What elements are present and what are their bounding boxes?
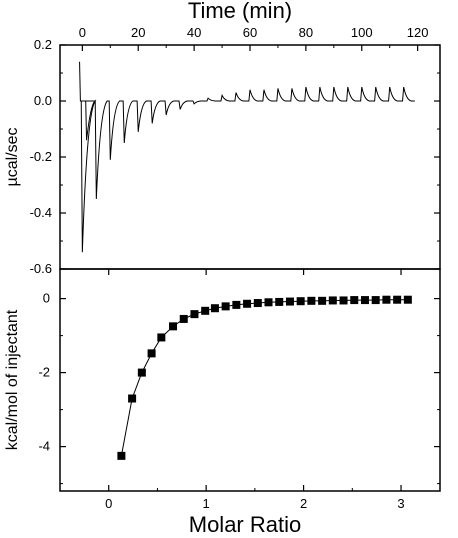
top-y-tick-label: -0.2 [30,149,52,164]
top-x-tick-label: 20 [131,25,145,40]
binding-data-point [210,304,219,313]
binding-data-point [371,296,380,305]
bottom-x-axis-title: Molar Ratio [189,512,301,537]
top-panel-frame [59,44,441,270]
top-y-tick-label: -0.6 [30,261,52,276]
binding-data-point [147,349,156,358]
top-y-axis-title: µcal/sec [4,127,21,186]
binding-data-point [296,297,305,306]
binding-data-point [128,394,137,403]
binding-data-point [382,295,391,304]
top-x-tick-label: 40 [187,25,201,40]
binding-data-point [318,296,327,305]
binding-data-point [339,296,348,305]
binding-data-point [285,297,294,306]
top-x-tick-label: 80 [299,25,313,40]
bottom-panel-frame [59,268,441,492]
binding-data-point [243,299,252,308]
binding-fit-line [120,299,408,456]
binding-data-point [403,295,412,304]
binding-data-point [350,296,359,305]
bottom-x-tick-label: 1 [203,496,210,511]
bottom-x-tick-label: 0 [105,496,112,511]
thermogram-trace [79,61,415,253]
top-y-tick-label: 0.2 [34,37,52,52]
binding-data-point [190,310,199,319]
binding-data-point [201,306,210,315]
binding-data-point [275,297,284,306]
top-x-axis-title: Time (min) [188,0,292,23]
binding-data-point [232,300,241,309]
top-panel-ticks: 0 20 40 60 80 100 120 -0.6 -0.4 -0.2 0.0 0.2 [30,25,440,276]
top-x-tick-label: 60 [243,25,257,40]
bottom-y-tick-label: -2 [38,365,50,380]
binding-data-point [328,296,337,305]
binding-data-point [253,299,262,308]
binding-data-point [137,368,146,377]
top-x-tick-label: 0 [79,25,86,40]
binding-data-point [169,322,178,331]
bottom-x-tick-label: 3 [397,496,404,511]
top-x-tick-label: 120 [407,25,429,40]
binding-data-points [117,295,412,460]
binding-data-point [221,302,230,311]
bottom-y-tick-label: 0 [43,291,50,306]
binding-data-point [117,451,126,460]
bottom-x-tick-label: 2 [300,496,307,511]
top-y-tick-label: 0.0 [34,93,52,108]
top-x-tick-label: 100 [351,25,373,40]
top-y-tick-label: -0.4 [30,205,52,220]
binding-data-point [393,295,402,304]
binding-data-point [307,296,316,305]
binding-data-point [179,314,188,323]
binding-data-point [264,298,273,307]
bottom-y-tick-label: -4 [38,439,50,454]
bottom-panel-ticks: 0 1 2 3 -4 -2 0 [38,269,440,511]
bottom-y-axis-title: kcal/mol of injectant [4,309,21,450]
binding-data-point [157,333,166,342]
binding-data-point [360,296,369,305]
